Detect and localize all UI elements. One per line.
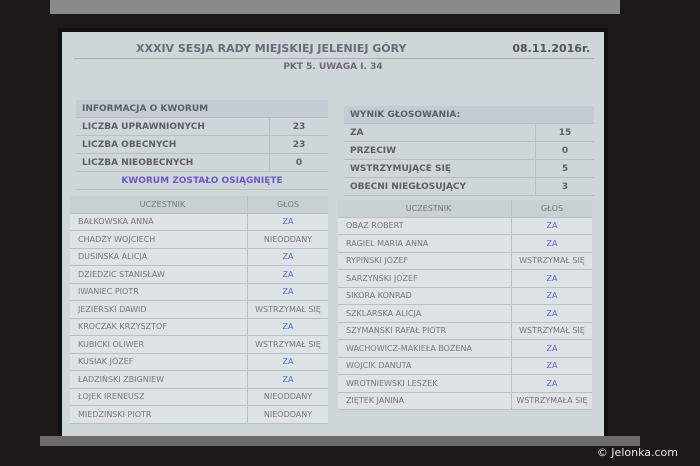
session-date: 08.11.2016r. <box>512 42 590 55</box>
table-header: UCZESTNIK GŁOS <box>70 196 328 214</box>
result-row: WSTRZYMUJĄCE SIĘ 5 <box>344 160 594 178</box>
participant-vote: ZA <box>511 305 592 322</box>
participant-vote: ZA <box>511 357 592 374</box>
agenda-item: PKT 5. UWAGA I. 34 <box>283 62 383 72</box>
participant-name: KUSIAK JÓZEF <box>78 357 134 367</box>
participant-name: RYPIŃSKI JÓZEF <box>346 256 409 266</box>
table-row: ŁADZIŃSKI ZBIGNIEW ZA <box>70 371 328 389</box>
participant-vote: WSTRZYMAŁ SIĘ <box>511 322 592 339</box>
table-row: KUBICKI OLIWER WSTRZYMAŁ SIĘ <box>70 336 328 354</box>
table-row: SIKORA KONRAD ZA <box>338 287 592 305</box>
watermark: © Jelonka.com <box>596 446 678 459</box>
participant-name: MIEDZIŃSKI PIOTR <box>78 409 152 419</box>
quorum-panel: INFORMACJA O KWORUM LICZBA UPRAWNIONYCH 2… <box>76 100 328 190</box>
participant-name: KROCZAK KRZYSZTOF <box>78 322 167 332</box>
participant-vote: ZA <box>247 213 328 230</box>
participant-name: RAGIEL MARIA ANNA <box>346 238 429 248</box>
participant-vote: NIEODDANY <box>247 231 328 248</box>
left-vote-table: UCZESTNIK GŁOS BAŁKOWSKA ANNA ZA CHADŻY WOJC… <box>70 196 328 424</box>
participant-vote: WSTRZYMAŁ SIĘ <box>511 252 592 269</box>
participant-vote: ZA <box>247 283 328 300</box>
participant-name: CHADŻY WOJCIECH <box>78 234 156 244</box>
participant-vote: ZA <box>247 371 328 388</box>
table-row: RAGIEL MARIA ANNA ZA <box>338 235 592 253</box>
table-row: SZYMAŃSKI RAFAŁ PIOTR WSTRZYMAŁ SIĘ <box>338 322 592 340</box>
participant-name: WROTNIEWSKI LESZEK <box>346 378 438 388</box>
participant-vote: ZA <box>511 270 592 287</box>
table-row: SZKLARSKA ALICJA ZA <box>338 305 592 323</box>
table-row: WACHOWICZ-MAKIEŁA BOŻENA ZA <box>338 340 592 358</box>
table-row: MIEDZIŃSKI PIOTR NIEODDANY <box>70 406 328 424</box>
quorum-title: INFORMACJA O KWORUM <box>76 100 328 118</box>
table-row: KUSIAK JÓZEF ZA <box>70 353 328 371</box>
participant-name: SARZYŃSKI JÓZEF <box>346 273 418 283</box>
projector-frame-top <box>50 0 620 14</box>
participant-name: ŁOJEK IRENEUSZ <box>78 392 145 402</box>
table-row: JEZIERSKI DAWID WSTRZYMAŁ SIĘ <box>70 301 328 319</box>
right-vote-table: UCZESTNIK GŁOS OBAZ ROBERT ZA RAGIEL MARIA A… <box>338 200 592 410</box>
session-title: XXXIV SESJA RADY MIEJSKIEJ JELENIEJ GÓRY <box>136 42 407 55</box>
participant-vote: ZA <box>511 340 592 357</box>
table-row: CHADŻY WOJCIECH NIEODDANY <box>70 231 328 249</box>
table-header: UCZESTNIK GŁOS <box>338 200 592 218</box>
vote-result-panel: WYNIK GŁOSOWANIA: ZA 15 PRZECIW 0 WSTRZYMU… <box>344 106 594 196</box>
participant-vote: ZA <box>511 287 592 304</box>
column-vote: GŁOS <box>511 200 592 217</box>
participant-vote: NIEODDANY <box>247 406 328 423</box>
quorum-status: KWORUM ZOSTAŁO OSIĄGNIĘTE <box>76 172 328 190</box>
participant-name: WACHOWICZ-MAKIEŁA BOŻENA <box>346 343 472 353</box>
column-name: UCZESTNIK <box>139 199 186 209</box>
participant-vote: ZA <box>511 375 592 392</box>
participant-vote: ZA <box>247 353 328 370</box>
participant-name: DUSIŃSKA ALICJA <box>78 252 148 262</box>
projection-screen: XXXIV SESJA RADY MIEJSKIEJ JELENIEJ GÓRY… <box>58 28 608 440</box>
table-row: ZIĘTEK JANINA WSTRZYMAŁA SIĘ <box>338 392 592 410</box>
column-name: UCZESTNIK <box>405 203 452 213</box>
participant-name: ŁADZIŃSKI ZBIGNIEW <box>78 374 165 384</box>
participant-name: OBAZ ROBERT <box>346 221 404 231</box>
quorum-row: LICZBA UPRAWNIONYCH 23 <box>76 118 328 136</box>
table-row: RYPIŃSKI JÓZEF WSTRZYMAŁ SIĘ <box>338 252 592 270</box>
participant-name: SIKORA KONRAD <box>346 291 412 301</box>
result-row: ZA 15 <box>344 124 594 142</box>
participant-vote: ZA <box>511 235 592 252</box>
table-row: WÓJCIK DANUTA ZA <box>338 357 592 375</box>
participant-name: IWANIEC PIOTR <box>78 287 139 297</box>
table-row: DUSIŃSKA ALICJA ZA <box>70 248 328 266</box>
table-row: IWANIEC PIOTR ZA <box>70 283 328 301</box>
participant-vote: WSTRZYMAŁA SIĘ <box>511 392 592 409</box>
table-row: DZIEDZIC STANISŁAW ZA <box>70 266 328 284</box>
quorum-row: LICZBA OBECNYCH 23 <box>76 136 328 154</box>
participant-name: KUBICKI OLIWER <box>78 339 145 349</box>
participant-name: JEZIERSKI DAWID <box>78 304 147 314</box>
participant-vote: ZA <box>247 248 328 265</box>
participant-name: BAŁKOWSKA ANNA <box>78 217 154 227</box>
participant-vote: WSTRZYMAŁ SIĘ <box>247 301 328 318</box>
table-row: ŁOJEK IRENEUSZ NIEODDANY <box>70 388 328 406</box>
session-header: XXXIV SESJA RADY MIEJSKIEJ JELENIEJ GÓRY… <box>74 38 594 59</box>
participant-name: DZIEDZIC STANISŁAW <box>78 269 165 279</box>
table-row: KROCZAK KRZYSZTOF ZA <box>70 318 328 336</box>
quorum-row: LICZBA NIEOBECNYCH 0 <box>76 154 328 172</box>
table-row: SARZYŃSKI JÓZEF ZA <box>338 270 592 288</box>
participant-name: ZIĘTEK JANINA <box>346 396 405 406</box>
participant-name: SZYMAŃSKI RAFAŁ PIOTR <box>346 326 447 336</box>
table-row: BAŁKOWSKA ANNA ZA <box>70 213 328 231</box>
table-row: WROTNIEWSKI LESZEK ZA <box>338 375 592 393</box>
participant-vote: ZA <box>247 266 328 283</box>
participant-name: WÓJCIK DANUTA <box>346 361 412 371</box>
participant-vote: WSTRZYMAŁ SIĘ <box>247 336 328 353</box>
result-title: WYNIK GŁOSOWANIA: <box>344 106 594 124</box>
projector-frame-bottom <box>40 436 640 446</box>
result-row: OBECNI NIEGŁOSUJĄCY 3 <box>344 178 594 196</box>
table-row: OBAZ ROBERT ZA <box>338 217 592 235</box>
participant-vote: NIEODDANY <box>247 388 328 405</box>
column-vote: GŁOS <box>247 196 328 213</box>
participant-vote: ZA <box>247 318 328 335</box>
participant-name: SZKLARSKA ALICJA <box>346 308 422 318</box>
result-row: PRZECIW 0 <box>344 142 594 160</box>
participant-vote: ZA <box>511 217 592 234</box>
